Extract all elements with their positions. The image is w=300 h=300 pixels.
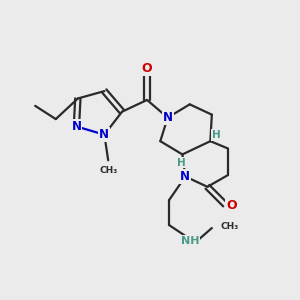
Text: N: N <box>180 170 190 183</box>
Text: H: H <box>212 130 220 140</box>
Text: N: N <box>71 120 81 133</box>
Text: CH₃: CH₃ <box>221 222 239 231</box>
Text: O: O <box>226 200 237 212</box>
Text: N: N <box>99 128 110 141</box>
Text: CH₃: CH₃ <box>100 166 118 175</box>
Text: O: O <box>142 61 152 75</box>
Text: NH: NH <box>181 236 199 246</box>
Text: N: N <box>163 111 173 124</box>
Text: H: H <box>176 158 185 168</box>
